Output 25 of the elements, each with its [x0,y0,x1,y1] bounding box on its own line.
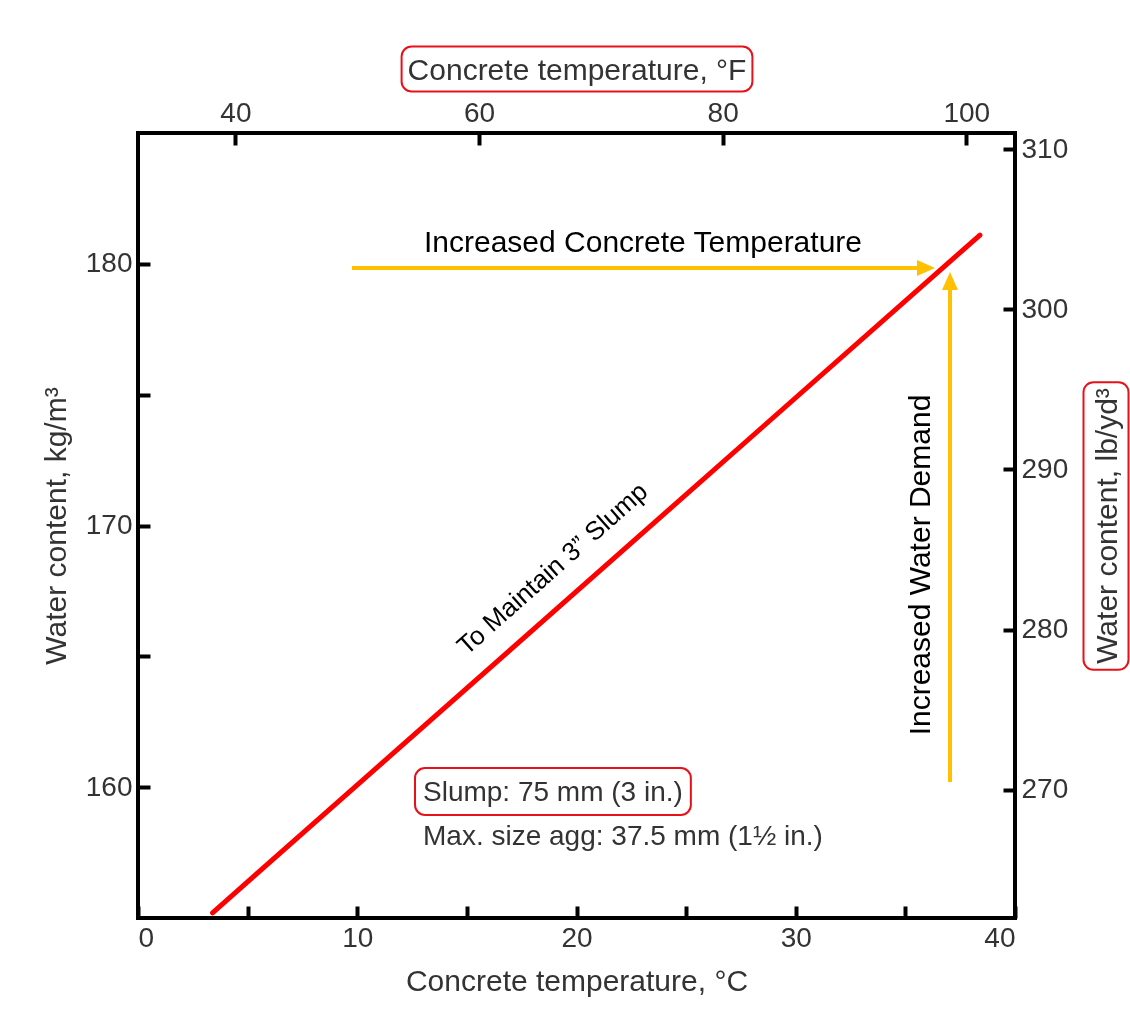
x2-axis-title: Concrete temperature, °F [407,52,747,86]
annotation: Slump: 75 mm (3 in.) [423,776,683,807]
annotation: Increased Water Demand [903,394,936,736]
y2-tick-label: 290 [1021,452,1069,484]
y-tick-label: 160 [85,770,133,802]
x-tick-label: 40 [984,921,1016,953]
annotation: Max. size agg: 37.5 mm (1½ in.) [423,820,823,851]
annotation: Increased Concrete Temperature [423,225,863,258]
x2-tick-label: 40 [220,96,252,128]
x-tick-label: 30 [780,921,812,953]
x-tick-label: 10 [342,921,374,953]
y-tick-label: 180 [85,247,133,279]
y2-tick-label: 310 [1021,132,1069,164]
x2-tick-label: 100 [943,96,991,128]
y-axis-title: Water content, kg/m³ [38,387,72,665]
x2-tick-label: 80 [707,96,739,128]
x-axis-title: Concrete temperature, °C [405,963,749,997]
x-tick-label: 0 [138,921,155,953]
x2-tick-label: 60 [463,96,496,128]
y2-tick-label: 280 [1021,613,1069,645]
y2-axis-title: Water content, lb/yd³ [1089,388,1123,664]
x-tick-label: 20 [561,921,593,953]
y2-tick-label: 300 [1021,292,1069,324]
y2-tick-label: 270 [1021,773,1069,805]
y-tick-label: 170 [85,509,133,540]
